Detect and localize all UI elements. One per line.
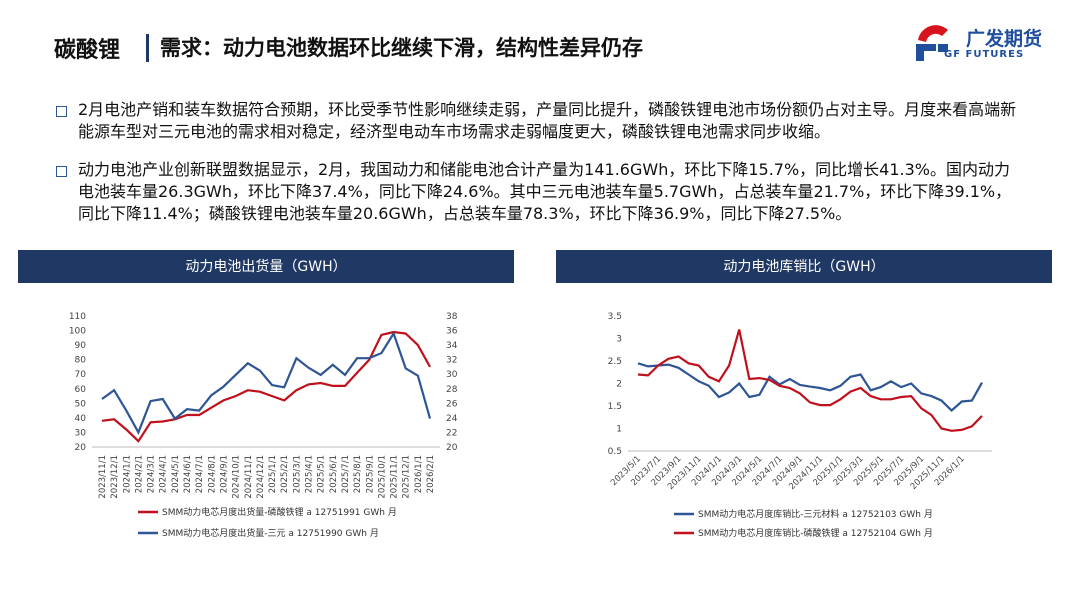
- legend-label: SMM动力电芯月度出货量-三元 a 12751990 GWh 月: [162, 527, 379, 539]
- y-tick-label: 60: [75, 385, 87, 395]
- x-tick-label: 2025/2/1: [280, 455, 290, 493]
- data-line: [637, 362, 983, 413]
- y-tick-label: 2: [616, 380, 622, 390]
- x-tick-label: 2026/1/1: [414, 455, 424, 493]
- legend-label: SMM动力电芯月度出货量-磷酸铁锂 a 12751991 GWh 月: [162, 506, 397, 518]
- x-tick-label: 2025/5/1: [317, 455, 327, 493]
- y-tick-label: 100: [69, 327, 86, 337]
- bullet-text: 动力电池产业创新联盟数据显示，2月，我国动力和储能电池合计产量为141.6GWh…: [78, 160, 1012, 223]
- chart-title-bar: [18, 250, 514, 283]
- data-line: [101, 330, 431, 443]
- y-tick-label: 70: [75, 370, 87, 380]
- y2-tick-label: 24: [446, 414, 458, 424]
- y-tick-label: 20: [75, 443, 87, 453]
- x-tick-label: 2025/11/1: [390, 455, 400, 499]
- y-tick-label: 1: [616, 425, 622, 435]
- y-tick-label: 0.5: [608, 447, 622, 457]
- chart-title: 动力电池出货量（GWH）: [185, 258, 346, 275]
- x-tick-label: 2024/2/1: [134, 455, 144, 493]
- bullet-text: 2月电池产销和装车数据符合预期，环比受季节性影响继续走弱，产量同比提升，磷酸铁锂…: [78, 100, 1017, 141]
- x-tick-label: 2024/11/1: [244, 455, 254, 499]
- legend-label: SMM动力电芯月度库销比-磷酸铁锂 a 12752104 GWh 月: [698, 527, 933, 539]
- y-tick-label: 3.5: [608, 312, 622, 322]
- x-tick-label: 2025/9/1: [365, 455, 375, 493]
- x-tick-label: 2024/10/1: [232, 455, 242, 499]
- y-tick-label: 30: [75, 428, 87, 438]
- y2-tick-label: 22: [446, 428, 457, 438]
- x-tick-label: 2024/12/1: [256, 455, 266, 499]
- y2-tick-label: 36: [446, 327, 458, 337]
- y2-tick-label: 30: [446, 370, 458, 380]
- y-tick-label: 110: [69, 312, 86, 322]
- y-tick-label: 3: [616, 335, 622, 345]
- slide-title: 需求：动力电池数据环比继续下滑，结构性差异仍存: [160, 36, 643, 60]
- x-tick-label: 2024/7/1: [195, 455, 205, 493]
- x-tick-label: 2025/1/1: [268, 455, 278, 493]
- chart-title: 动力电池库销比（GWH）: [723, 259, 884, 275]
- x-tick-label: 2025/4/1: [305, 455, 315, 493]
- x-tick-label: 2025/8/1: [353, 455, 363, 493]
- divider: [146, 34, 149, 62]
- y2-tick-label: 26: [446, 399, 458, 409]
- x-tick-label: 2023/11/1: [98, 455, 108, 499]
- x-tick-label: 2025/6/1: [329, 455, 339, 493]
- x-tick-label: 2024/6/1: [183, 455, 193, 493]
- y2-tick-label: 34: [446, 341, 458, 351]
- y-tick-label: 1.5: [608, 402, 622, 412]
- y-tick-label: 50: [75, 399, 87, 409]
- y-tick-label: 90: [75, 341, 87, 351]
- x-tick-label: 2024/4/1: [159, 455, 169, 493]
- y-tick-label: 2.5: [608, 357, 622, 367]
- x-tick-label: 2024/5/1: [171, 455, 181, 493]
- y2-tick-label: 32: [446, 356, 457, 366]
- data-line: [637, 329, 983, 432]
- y2-tick-label: 20: [446, 443, 458, 453]
- x-tick-label: 2024/1/1: [122, 455, 132, 493]
- y-tick-label: 40: [75, 414, 87, 424]
- data-line: [101, 330, 432, 435]
- x-tick-label: 2023/12/1: [110, 455, 120, 499]
- y2-tick-label: 38: [446, 312, 458, 322]
- y-tick-label: 80: [75, 356, 87, 366]
- x-tick-label: 2025/3/1: [292, 455, 302, 493]
- x-tick-label: 2025/12/1: [402, 455, 412, 499]
- x-tick-label: 2025/10/1: [377, 455, 387, 499]
- logo-text-en: GF FUTURES: [944, 49, 1025, 60]
- bullet-marker: [56, 166, 67, 177]
- logo-text: 广发期货: [966, 28, 1043, 50]
- x-tick-label: 2024/8/1: [207, 455, 217, 493]
- x-tick-label: 2024/9/1: [219, 455, 229, 493]
- chart-title-bar: [556, 250, 1052, 283]
- bullet-marker: [56, 106, 67, 117]
- y2-tick-label: 28: [446, 385, 458, 395]
- x-tick-label: 2024/3/1: [147, 455, 157, 493]
- section-title: 碳酸锂: [54, 38, 121, 63]
- legend-label: SMM动力电芯月度库销比-三元材料 a 12752103 GWh 月: [698, 508, 933, 520]
- logo-icon: [916, 25, 948, 61]
- x-tick-label: 2025/7/1: [341, 455, 351, 493]
- x-tick-label: 2026/2/1: [426, 455, 436, 493]
